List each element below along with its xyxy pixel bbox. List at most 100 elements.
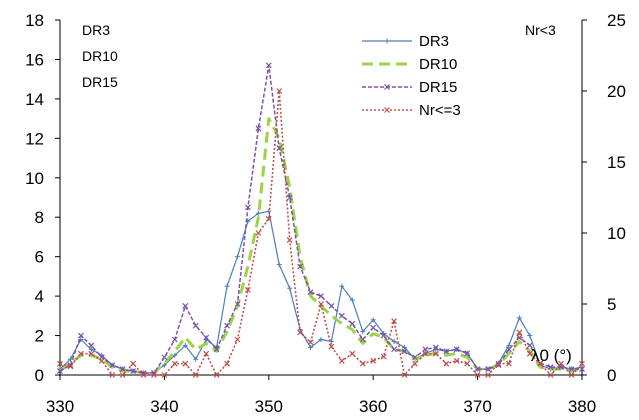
data-point (140, 370, 147, 376)
data-point (182, 303, 189, 309)
marker-stroke (432, 344, 439, 351)
data-point (547, 364, 554, 371)
data-point (255, 230, 262, 236)
data-point (234, 254, 240, 260)
marker-stroke (255, 125, 262, 132)
data-point (192, 322, 199, 329)
data-point (464, 360, 471, 367)
data-point (98, 357, 105, 364)
data-point (328, 303, 335, 309)
data-point (57, 368, 63, 374)
data-point (526, 350, 533, 357)
data-point (130, 368, 137, 374)
marker-stroke (359, 360, 366, 367)
data-point (412, 360, 418, 367)
marker-stroke (130, 368, 137, 374)
marker-stroke (474, 366, 481, 373)
data-point (579, 366, 585, 373)
y-left-tick-label: 16 (25, 50, 44, 69)
data-point (161, 354, 168, 361)
data-point (244, 204, 251, 211)
data-point (505, 360, 512, 367)
y-left-tick-label: 2 (35, 327, 44, 346)
data-point (88, 342, 95, 349)
data-point (318, 301, 324, 307)
marker-stroke (171, 360, 178, 367)
marker-stroke (505, 346, 512, 353)
data-point (119, 372, 126, 378)
data-point (495, 360, 502, 367)
marker-stroke (192, 322, 199, 329)
data-point (359, 360, 366, 367)
data-point (579, 360, 585, 367)
marker-stroke (474, 372, 481, 378)
marker-stroke (432, 350, 439, 357)
data-point (109, 372, 116, 378)
y-left-tick-label: 0 (35, 366, 44, 385)
data-point (558, 360, 565, 367)
data-point (255, 210, 261, 216)
data-point (234, 301, 241, 307)
data-point (287, 285, 293, 291)
data-point (307, 339, 314, 346)
data-point (464, 350, 471, 357)
data-point (391, 346, 398, 353)
data-point (308, 344, 314, 350)
data-point (286, 237, 293, 244)
data-point (568, 366, 575, 373)
marker-stroke (88, 342, 95, 349)
data-point (67, 363, 74, 370)
marker-stroke (568, 366, 575, 373)
y-left-tick-label: 14 (25, 90, 44, 109)
y-right-tick-label: 5 (607, 295, 616, 314)
data-point (432, 344, 439, 351)
marker-stroke (286, 194, 293, 201)
marker-stroke (77, 332, 84, 339)
legend-item: DR3 (362, 33, 449, 50)
data-point (265, 215, 272, 222)
series-nr-3 (57, 88, 585, 378)
data-point (401, 372, 408, 378)
data-point (318, 293, 324, 300)
data-point (224, 360, 230, 367)
marker-stroke (234, 336, 241, 343)
marker-stroke (151, 372, 157, 378)
marker-stroke (338, 312, 345, 319)
data-point (171, 336, 178, 343)
data-point (422, 346, 429, 353)
data-point (77, 350, 84, 357)
marker-stroke (286, 237, 293, 244)
data-point (297, 329, 304, 336)
marker-stroke (485, 372, 491, 378)
data-point (474, 366, 481, 373)
data-point (193, 356, 199, 362)
marker-stroke (318, 301, 324, 307)
data-point (318, 337, 324, 342)
data-point (109, 362, 116, 369)
marker-stroke (579, 366, 585, 373)
marker-stroke (67, 363, 74, 370)
marker-stroke (380, 353, 387, 360)
data-point (412, 354, 418, 361)
data-point (506, 342, 512, 348)
data-point (485, 372, 491, 378)
data-point (88, 346, 94, 352)
marker-stroke (453, 357, 460, 364)
marker-stroke (244, 204, 251, 211)
marker-stroke (505, 360, 512, 367)
data-point (213, 372, 220, 378)
y-left-tick-label: 6 (35, 248, 44, 267)
y-left-tick-label: 18 (25, 11, 44, 30)
marker-stroke (422, 350, 429, 357)
marker-stroke (192, 372, 199, 378)
marker-stroke (526, 350, 533, 357)
marker-stroke (203, 350, 210, 357)
data-point (307, 289, 314, 296)
data-point (140, 372, 147, 378)
series-line (59, 117, 583, 375)
data-point (224, 283, 230, 289)
data-point (568, 372, 575, 378)
data-point (370, 357, 377, 364)
marker-stroke (307, 289, 314, 296)
